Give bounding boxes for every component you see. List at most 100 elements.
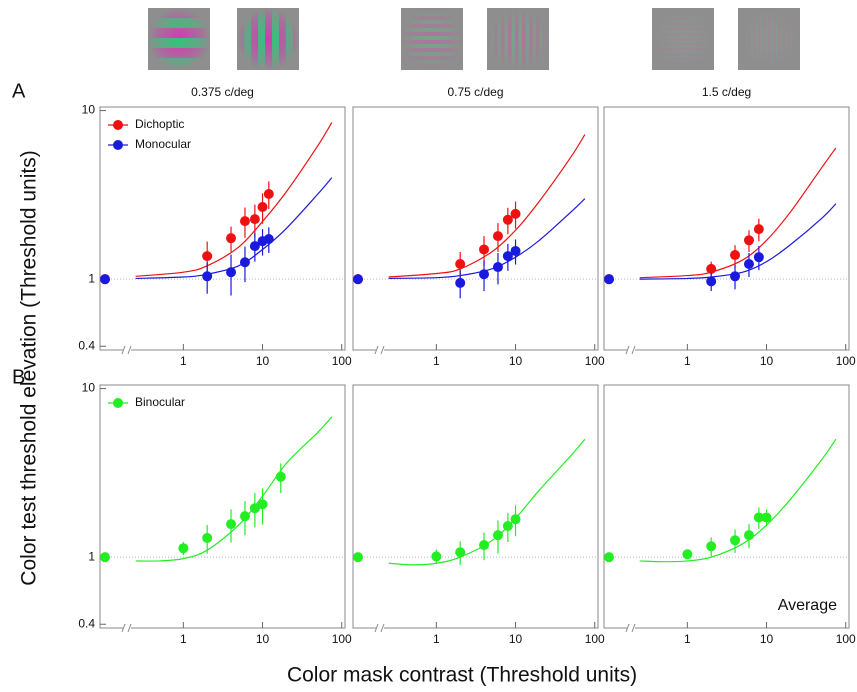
data-point <box>510 245 521 256</box>
data-point <box>604 274 614 285</box>
data-point <box>239 257 250 268</box>
data-point <box>730 250 741 261</box>
data-point <box>455 547 466 558</box>
legend-marker <box>113 140 123 150</box>
legend-label: Monocular <box>135 137 191 151</box>
data-point <box>510 208 521 219</box>
data-point <box>226 267 237 278</box>
data-point <box>743 530 754 541</box>
fit-curve <box>135 122 333 277</box>
y-tick-label: 10 <box>82 381 96 395</box>
panel-title: 0.75 c/deg <box>447 85 503 99</box>
data-point <box>743 259 754 270</box>
y-tick-label: 1 <box>88 549 95 563</box>
fit-curve <box>639 438 837 563</box>
data-point <box>100 274 110 285</box>
x-tick-label: 1 <box>433 632 440 646</box>
legend-marker <box>113 120 123 130</box>
data-point <box>492 262 503 273</box>
y-tick-label: 0.4 <box>78 338 95 352</box>
x-tick-label: 1 <box>684 632 691 646</box>
data-point <box>202 532 213 543</box>
fit-curve <box>388 198 586 280</box>
axis-break <box>123 624 131 632</box>
data-point <box>706 541 717 552</box>
data-point <box>502 214 513 225</box>
data-point <box>257 499 268 510</box>
data-point <box>226 233 237 244</box>
data-point <box>706 276 717 287</box>
data-point <box>263 188 274 199</box>
fit-curve <box>388 438 586 566</box>
data-point <box>510 514 521 525</box>
annotation: Average <box>778 597 837 614</box>
x-tick-label: 10 <box>760 354 774 368</box>
y-tick-label: 0.4 <box>78 616 95 630</box>
data-point <box>492 530 503 541</box>
data-point <box>239 216 250 227</box>
data-point <box>275 471 286 482</box>
plot-frame <box>99 384 346 629</box>
data-point <box>502 251 513 262</box>
axis-break <box>627 346 635 354</box>
data-point <box>479 540 490 551</box>
axis-break <box>625 623 636 633</box>
data-point <box>730 271 741 282</box>
x-tick-label: 100 <box>585 354 605 368</box>
data-point <box>249 214 260 225</box>
row-label: B <box>12 366 25 388</box>
axis-break <box>627 624 635 632</box>
panel-title: 0.375 c/deg <box>191 85 254 99</box>
x-tick-label: 10 <box>509 354 523 368</box>
fit-curve <box>135 416 333 562</box>
data-point <box>730 535 741 546</box>
axis-break <box>121 345 132 355</box>
x-tick-label: 100 <box>836 632 856 646</box>
data-point <box>743 235 754 246</box>
y-tick-label: 10 <box>82 103 96 117</box>
data-point <box>353 552 363 563</box>
axis-break <box>376 346 384 354</box>
x-tick-label: 10 <box>760 632 774 646</box>
data-point <box>249 503 260 514</box>
panel: 0.375 c/deg 1 10 100 0.4 1 10 Dichoptic Monocula… <box>78 85 352 368</box>
data-point <box>249 241 260 252</box>
fit-curve <box>639 203 837 280</box>
x-axis-label: Color mask contrast (Threshold units) <box>287 664 637 687</box>
axis-break <box>376 624 384 632</box>
axis-break <box>123 346 131 354</box>
data-point <box>226 519 237 530</box>
panel-title: 1.5 c/deg <box>702 85 751 99</box>
x-tick-label: 1 <box>180 354 187 368</box>
axis-break <box>121 623 132 633</box>
axis-break <box>625 345 636 355</box>
panel: 1 10 100 <box>352 384 605 646</box>
fit-curve <box>639 147 837 279</box>
row-label: A <box>12 80 26 102</box>
data-point <box>239 511 250 522</box>
legend-label: Dichoptic <box>135 117 184 131</box>
fit-curve <box>135 177 333 280</box>
fit-curve <box>388 134 586 278</box>
data-point <box>178 543 189 554</box>
y-tick-label: 1 <box>88 271 95 285</box>
stimuli <box>148 8 800 70</box>
data-point <box>604 552 614 563</box>
data-point <box>257 201 268 212</box>
data-point <box>682 549 693 560</box>
axis-break <box>374 623 385 633</box>
x-tick-label: 1 <box>433 354 440 368</box>
data-point <box>455 259 466 270</box>
plot-frame <box>603 384 850 629</box>
legend-label: Binocular <box>135 395 185 409</box>
plot-frame <box>99 106 346 351</box>
data-point <box>492 231 503 242</box>
data-point <box>761 512 772 523</box>
data-point <box>753 252 764 263</box>
panel: 0.75 c/deg 1 10 100 <box>352 85 605 368</box>
x-tick-label: 100 <box>585 632 605 646</box>
data-point <box>202 251 213 262</box>
legend-marker <box>113 398 123 408</box>
data-point <box>753 224 764 235</box>
